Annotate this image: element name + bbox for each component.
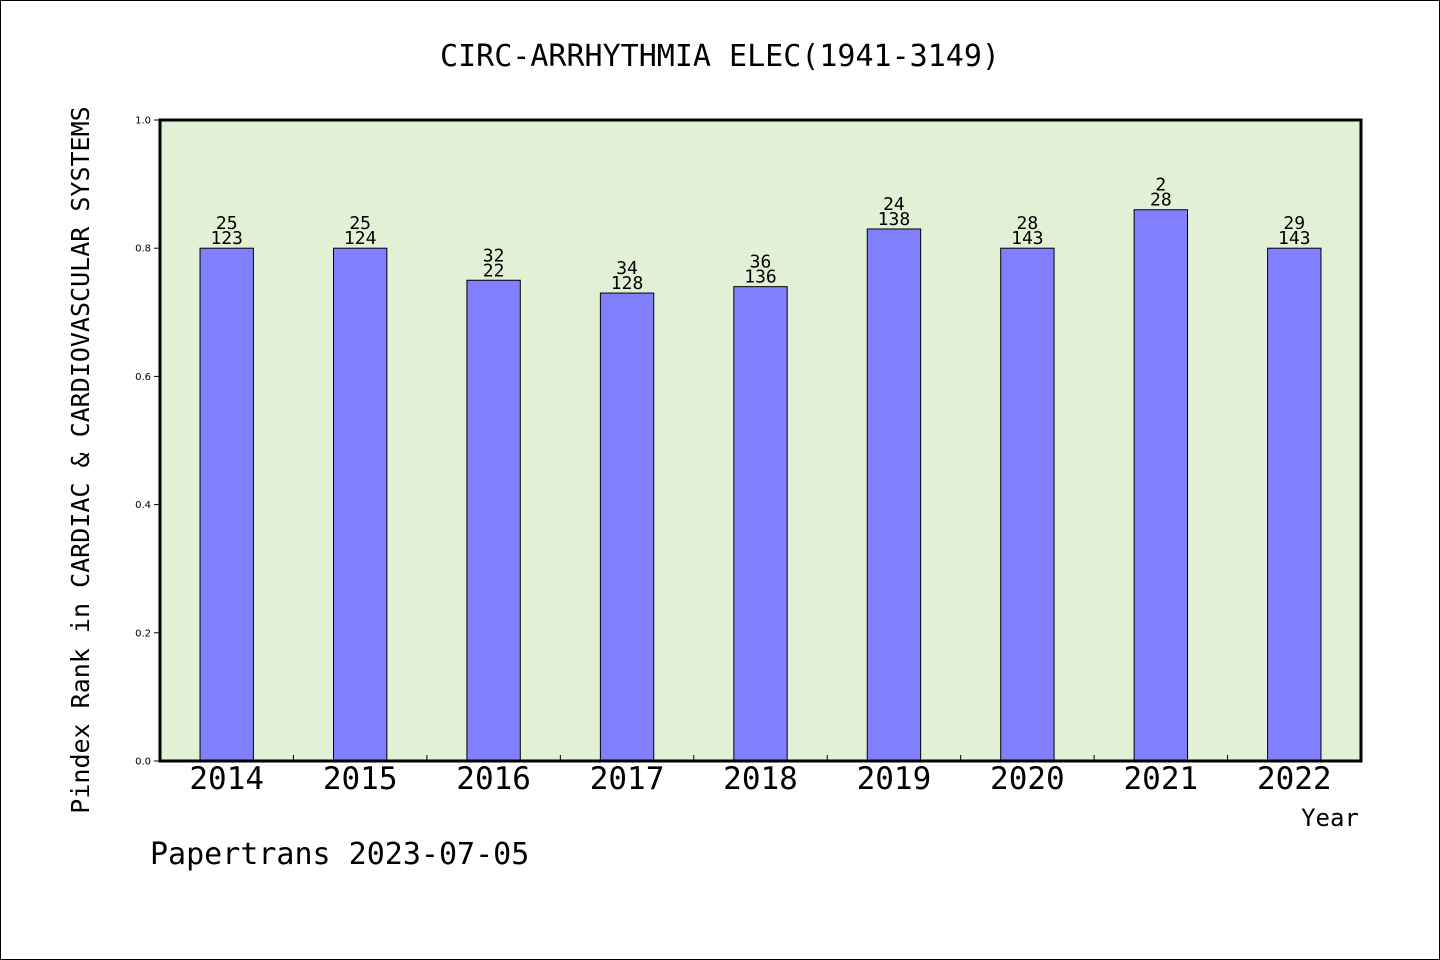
bar-2017 (599, 292, 655, 762)
y-tick-label: 0.8 (135, 244, 151, 255)
bar-label-bottom-2020: 143 (1011, 228, 1044, 249)
y-tick-label: 0.4 (135, 500, 151, 511)
y-tick-label: 0.6 (135, 372, 151, 383)
y-tick-label: 0.2 (135, 628, 151, 639)
bar-label-bottom-2016: 22 (483, 260, 505, 281)
plot-border (158, 118, 1363, 763)
x-tick-label-2017: 2017 (590, 761, 665, 797)
x-tick-label-2018: 2018 (723, 761, 798, 797)
bar-label-top-2017: 34 (616, 258, 638, 279)
x-tick-label-2015: 2015 (323, 761, 398, 797)
bar-label-top-2022: 29 (1283, 213, 1305, 234)
bar-2018 (733, 286, 788, 762)
bar-2016 (466, 279, 521, 762)
bar-2014 (199, 247, 254, 762)
bar-label-bottom-2017: 128 (611, 273, 644, 294)
bar-label-bottom-2021: 28 (1150, 190, 1172, 211)
bar-2020 (1000, 247, 1055, 762)
x-tick-label-2014: 2014 (189, 761, 264, 797)
bar-label-bottom-2018: 136 (744, 267, 777, 288)
x-tick-label-2022: 2022 (1257, 761, 1332, 797)
bar-label-bottom-2015: 124 (344, 228, 377, 249)
y-axis-ticks: 0.0 0.2 0.4 0.6 0.8 1.0 (135, 116, 160, 768)
chart-title: CIRC-ARRHYTHMIA ELEC(1941-3149) (440, 39, 1000, 74)
bar-label-top-2018: 36 (750, 252, 772, 273)
y-axis-label: Pindex Rank in CARDIAC & CARDIOVASCULAR … (66, 106, 95, 813)
bar-label-top-2015: 25 (349, 213, 371, 234)
bar-label-top-2020: 28 (1017, 213, 1039, 234)
bar-label-top-2019: 24 (883, 194, 905, 215)
bar-2019 (866, 228, 922, 762)
x-tick-label-2019: 2019 (857, 761, 932, 797)
bars-group (199, 209, 1322, 762)
y-tick-label: 1.0 (135, 116, 151, 127)
bar-label-top-2021: 2 (1155, 175, 1166, 196)
bar-label-bottom-2022: 143 (1278, 228, 1311, 249)
x-tick-label-2016: 2016 (456, 761, 531, 797)
footer-credit: Papertrans 2023-07-05 (150, 837, 529, 872)
bar-label-bottom-2019: 138 (878, 209, 911, 230)
bar-label-top-2014: 25 (216, 213, 238, 234)
bar-2021 (1133, 209, 1189, 762)
bar-label-bottom-2014: 123 (210, 228, 243, 249)
bar-2015 (332, 247, 388, 762)
x-axis-ticks: 2014 2015 2016 2017 2018 2019 2020 2021 2022 (189, 755, 1332, 797)
x-tick-label-2021: 2021 (1124, 761, 1199, 797)
x-axis-label: Year (1301, 804, 1359, 832)
bar-2022 (1267, 247, 1322, 762)
y-tick-label: 0.0 (135, 757, 151, 768)
bar-label-top-2016: 32 (483, 245, 505, 266)
x-tick-label-2020: 2020 (990, 761, 1065, 797)
